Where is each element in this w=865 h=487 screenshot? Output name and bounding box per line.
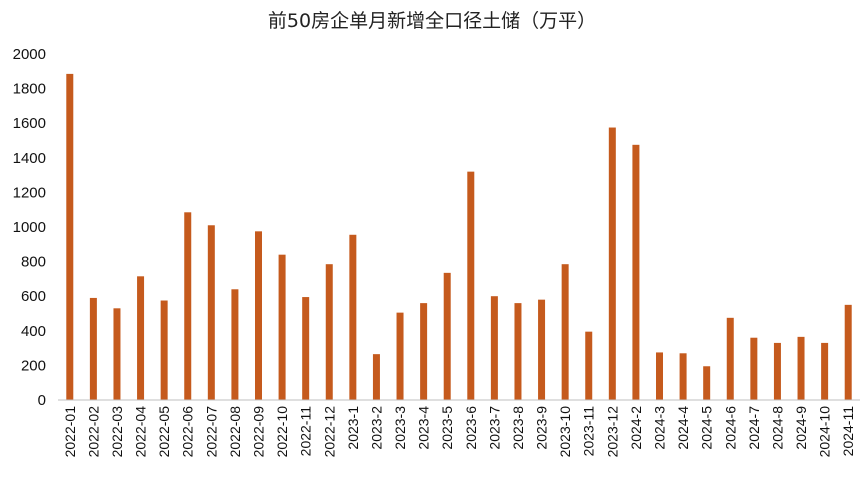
x-tick-label: 2024-4 bbox=[675, 406, 691, 450]
y-tick-label: 1600 bbox=[13, 115, 46, 132]
bar bbox=[372, 354, 380, 400]
x-tick-label: 2024-10 bbox=[817, 406, 833, 458]
bar bbox=[255, 231, 262, 400]
x-tick-label: 2024-2 bbox=[628, 406, 644, 450]
bar bbox=[726, 317, 734, 400]
x-tick-label: 2024-9 bbox=[793, 406, 809, 450]
x-tick-label: 2023-2 bbox=[368, 406, 384, 450]
bar bbox=[113, 308, 121, 400]
y-tick-label: 600 bbox=[21, 288, 46, 305]
x-tick-label: 2023-10 bbox=[557, 406, 573, 458]
x-tick-label: 2023-11 bbox=[581, 406, 597, 457]
x-tick-label: 2022-08 bbox=[227, 406, 243, 458]
x-tick-label: 2022-10 bbox=[274, 406, 290, 458]
x-tick-label: 2023-4 bbox=[416, 406, 432, 450]
bar bbox=[750, 337, 758, 400]
bar bbox=[349, 234, 357, 400]
x-tick-label: 2022-04 bbox=[133, 406, 149, 458]
bar bbox=[679, 353, 687, 400]
x-tick-label: 2023-1 bbox=[345, 406, 361, 450]
y-tick-label: 1000 bbox=[13, 219, 46, 236]
bar-series bbox=[66, 73, 852, 400]
bar bbox=[632, 144, 640, 400]
y-tick-label: 1200 bbox=[13, 184, 46, 201]
y-tick-label: 1800 bbox=[13, 81, 46, 98]
y-tick-label: 1400 bbox=[13, 150, 46, 167]
x-tick-label: 2022-05 bbox=[156, 406, 172, 458]
bar bbox=[797, 336, 805, 400]
bar bbox=[585, 331, 593, 400]
x-tick-label: 2023-3 bbox=[392, 406, 408, 450]
bar bbox=[703, 366, 711, 400]
x-tick-label: 2024-7 bbox=[746, 406, 762, 450]
x-tick-label: 2022-02 bbox=[85, 406, 101, 458]
bar bbox=[561, 264, 569, 400]
bar bbox=[66, 73, 74, 400]
bar bbox=[325, 264, 333, 400]
bar bbox=[514, 303, 522, 400]
x-tick-label: 2022-09 bbox=[251, 406, 267, 458]
y-tick-label: 800 bbox=[21, 254, 46, 271]
bar bbox=[443, 272, 451, 400]
bar bbox=[207, 225, 215, 400]
bar bbox=[821, 342, 829, 400]
x-tick-label: 2022-01 bbox=[62, 406, 78, 458]
x-axis-ticks: 2022-01 2022-02 2022-03 2022-04 2022-05 2022-… bbox=[62, 406, 856, 458]
y-axis-ticks: 0 200 400 600 800 1000 1200 1400 1600 1800 2000 bbox=[13, 46, 46, 409]
x-tick-label: 2023-5 bbox=[439, 406, 455, 450]
x-tick-label: 2024-5 bbox=[699, 406, 715, 450]
x-tick-label: 2024-3 bbox=[652, 406, 668, 450]
y-tick-label: 0 bbox=[38, 392, 46, 409]
bar bbox=[184, 212, 192, 400]
x-tick-label: 2024-11 bbox=[840, 406, 856, 457]
x-tick-label: 2023-9 bbox=[534, 406, 550, 450]
bar bbox=[608, 127, 616, 400]
bar bbox=[490, 296, 498, 400]
bar bbox=[160, 300, 168, 400]
bar bbox=[396, 312, 404, 400]
bar bbox=[538, 299, 546, 400]
x-tick-label: 2024-6 bbox=[722, 406, 738, 450]
y-tick-label: 200 bbox=[21, 357, 46, 374]
bar bbox=[844, 304, 852, 400]
bar bbox=[231, 289, 239, 400]
bar bbox=[467, 171, 475, 400]
bar bbox=[773, 342, 781, 400]
x-tick-label: 2022-06 bbox=[180, 406, 196, 458]
x-tick-label: 2022-03 bbox=[109, 406, 125, 458]
bar bbox=[656, 352, 663, 400]
x-tick-label: 2023-6 bbox=[463, 406, 479, 450]
y-tick-label: 2000 bbox=[13, 46, 46, 63]
x-tick-label: 2022-11 bbox=[298, 406, 314, 457]
x-tick-label: 2023-7 bbox=[486, 406, 502, 450]
chart-title: 前50房企单月新增全口径土储（万平） bbox=[268, 10, 596, 32]
bar bbox=[89, 297, 97, 400]
x-tick-label: 2022-12 bbox=[321, 406, 337, 458]
bar bbox=[420, 303, 428, 400]
y-tick-label: 400 bbox=[21, 323, 46, 340]
bar bbox=[137, 276, 145, 400]
x-tick-label: 2024-8 bbox=[769, 406, 785, 450]
x-tick-label: 2022-07 bbox=[203, 406, 219, 458]
bar bbox=[278, 254, 286, 400]
x-tick-label: 2023-8 bbox=[510, 406, 526, 450]
bar bbox=[302, 297, 310, 400]
x-tick-label: 2023-12 bbox=[604, 406, 620, 458]
